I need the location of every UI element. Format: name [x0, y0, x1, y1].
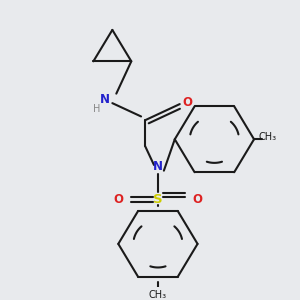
Text: O: O — [193, 193, 202, 206]
Text: H: H — [93, 104, 100, 114]
Text: CH₃: CH₃ — [259, 132, 277, 142]
Text: N: N — [99, 93, 110, 106]
Text: S: S — [153, 193, 163, 206]
Text: CH₃: CH₃ — [149, 290, 167, 300]
Text: O: O — [113, 193, 123, 206]
Text: N: N — [153, 160, 163, 173]
Text: O: O — [183, 96, 193, 109]
